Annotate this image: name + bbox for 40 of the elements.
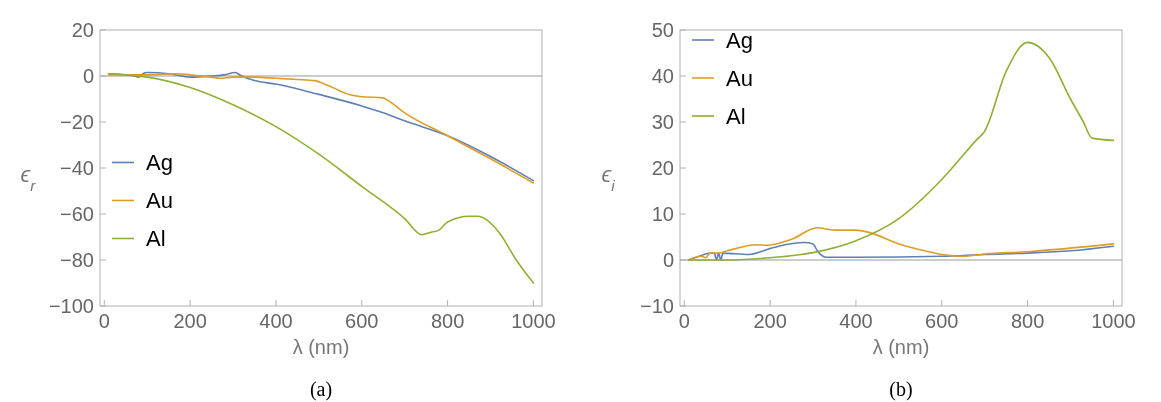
x-tick-label: 600	[345, 310, 379, 332]
y-tick-label: −20	[60, 111, 94, 133]
y-axis-title: ϵ$_{r}$	[20, 161, 37, 194]
x-tick-label: 400	[259, 310, 293, 332]
line-series	[107, 72, 535, 284]
x-tick-label: 1000	[1091, 310, 1136, 332]
y-tick-label: 30	[651, 111, 674, 133]
y-axis-title: ϵ$_{i}$	[601, 161, 616, 194]
legend-label: Al	[146, 226, 166, 252]
y-tick-label: 50	[651, 19, 674, 41]
legend-label: Au	[146, 188, 173, 214]
y-tick-label: −60	[60, 203, 94, 225]
text: (b)	[889, 378, 913, 401]
y-tick-label: −100	[48, 295, 94, 317]
y-tick-label: 40	[651, 65, 674, 87]
x-tick-label: 0	[678, 310, 690, 332]
y-tick-label: 0	[82, 65, 94, 87]
y-tick-label: −40	[60, 157, 94, 179]
legend-label: Ag	[726, 27, 753, 53]
x-tick-label: 400	[839, 310, 873, 332]
x-tick-label: 800	[430, 310, 465, 332]
x-tick-label: 200	[753, 310, 787, 332]
line-series	[687, 227, 1115, 261]
legend-label: Ag	[146, 150, 173, 176]
x-axis-title: λ (nm)	[872, 336, 930, 358]
legend-label: Au	[726, 65, 753, 91]
y-tick-label: 20	[71, 19, 94, 41]
y-tick-label: 10	[651, 203, 674, 225]
x-axis-title: λ (nm)	[292, 336, 350, 358]
x-tick-label: 800	[1010, 310, 1045, 332]
x-tick-label: 600	[925, 310, 959, 332]
y-tick-label: 20	[651, 157, 674, 179]
x-tick-label: 1000	[511, 310, 556, 332]
legend-label: Al	[726, 103, 746, 129]
y-tick-label: −80	[60, 249, 94, 271]
text: (a)	[309, 378, 333, 401]
y-tick-label: −10	[640, 295, 674, 317]
y-tick-label: 0	[662, 249, 674, 271]
x-tick-label: 0	[98, 310, 110, 332]
x-tick-label: 200	[173, 310, 207, 332]
